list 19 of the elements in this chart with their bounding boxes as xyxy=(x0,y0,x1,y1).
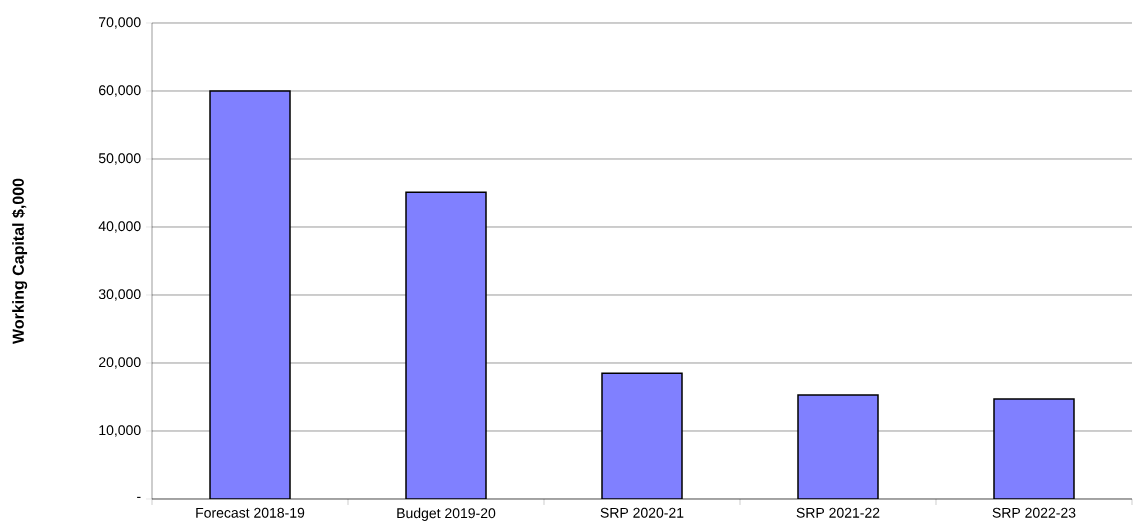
y-tick-label: 40,000 xyxy=(98,221,141,233)
bar xyxy=(993,398,1075,499)
y-tick-label: 30,000 xyxy=(98,289,141,301)
y-tick-label: 10,000 xyxy=(99,425,141,437)
y-tick-label: 70,000 xyxy=(99,17,141,29)
bar xyxy=(209,90,291,499)
x-tick-label: SRP 2020-21 xyxy=(600,507,684,518)
y-tick-label: 50,000 xyxy=(98,153,141,165)
x-tick-label: Budget 2019-20 xyxy=(397,507,496,521)
x-tick-label: SRP 2021-22 xyxy=(796,507,880,518)
bar xyxy=(797,394,879,499)
bar xyxy=(405,191,487,499)
x-tick-label: SRP 2022-23 xyxy=(992,507,1076,518)
y-tick-label: 20,000 xyxy=(99,357,141,369)
y-tick-label: 60,000 xyxy=(99,85,141,97)
y-axis-title: Working Capital $,000 xyxy=(11,178,28,344)
y-tick-label: - xyxy=(137,496,141,498)
x-tick-label: Forecast 2018-19 xyxy=(196,507,305,518)
bar xyxy=(601,372,683,499)
